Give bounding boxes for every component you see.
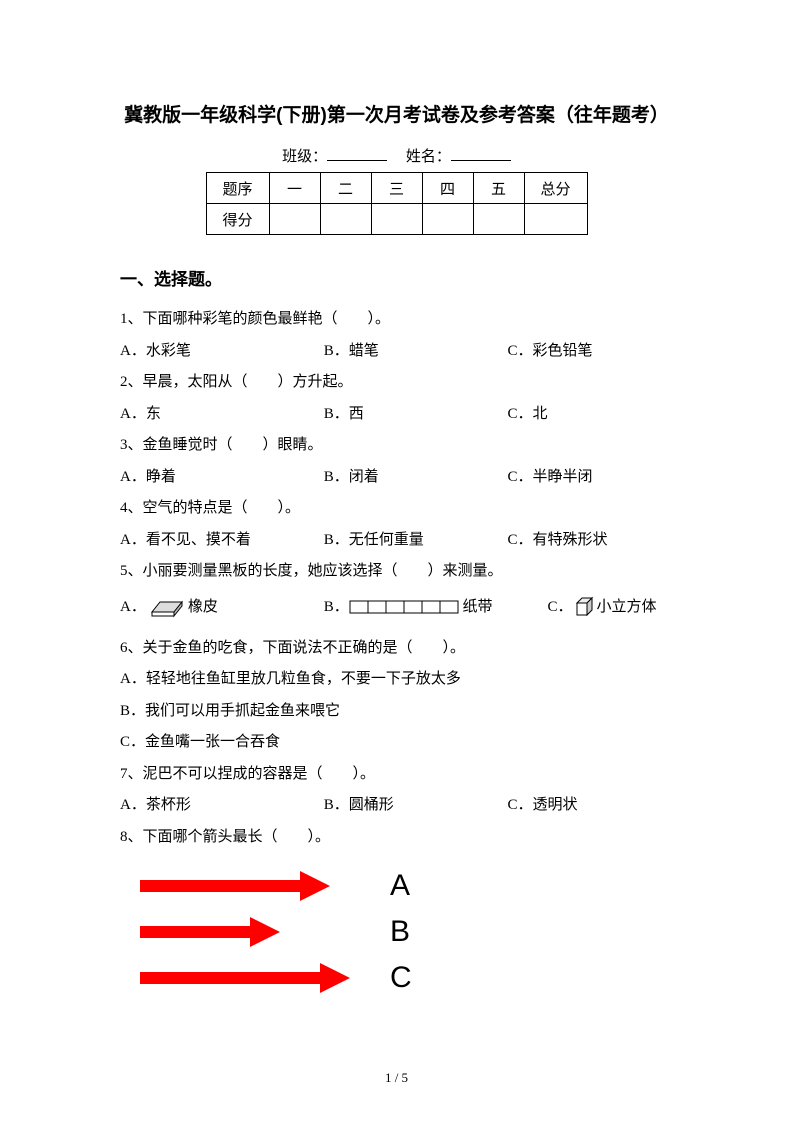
q5-a-suffix: 橡皮 bbox=[188, 599, 218, 615]
arrow-b-icon bbox=[140, 915, 360, 949]
page-number: 1 / 5 bbox=[0, 1070, 793, 1086]
q3-options: A．睁着 B．闭着 C．半睁半闭 bbox=[120, 462, 673, 494]
arrow-a-icon bbox=[140, 869, 360, 903]
q2-options: A．东 B．西 C．北 bbox=[120, 399, 673, 431]
cell-col5: 五 bbox=[473, 173, 524, 204]
q5-a-prefix: A． bbox=[120, 599, 146, 615]
q7-opt-c: C．透明状 bbox=[508, 790, 578, 822]
q4-options: A．看不见、摸不着 B．无任何重量 C．有特殊形状 bbox=[120, 525, 673, 557]
q1-options: A．水彩笔 B．蜡笔 C．彩色铅笔 bbox=[120, 336, 673, 368]
q2-text: 2、早晨，太阳从（ ）方升起。 bbox=[120, 367, 673, 399]
q7-text: 7、泥巴不可以捏成的容器是（ ）。 bbox=[120, 759, 673, 791]
q4-text: 4、空气的特点是（ ）。 bbox=[120, 493, 673, 525]
q5-opt-a: A． 橡皮 bbox=[120, 588, 320, 627]
q8-text: 8、下面哪个箭头最长（ ）。 bbox=[120, 822, 673, 854]
q3-opt-c: C．半睁半闭 bbox=[508, 462, 593, 494]
name-label: 姓名： bbox=[406, 149, 451, 165]
q3-text: 3、金鱼睡觉时（ ）眼睛。 bbox=[120, 430, 673, 462]
q1-opt-b: B．蜡笔 bbox=[324, 336, 504, 368]
arrow-row-c: C bbox=[140, 955, 673, 1001]
eraser-icon bbox=[146, 594, 188, 620]
q6-opt-a: A．轻轻地往鱼缸里放几粒鱼食，不要一下子放太多 bbox=[120, 664, 673, 696]
q6-opt-c: C．金鱼嘴一张一合吞食 bbox=[120, 727, 673, 759]
cell-col1: 一 bbox=[269, 173, 320, 204]
q4-opt-b: B．无任何重量 bbox=[324, 525, 504, 557]
table-row: 题序 一 二 三 四 五 总分 bbox=[206, 173, 587, 204]
score-table: 题序 一 二 三 四 五 总分 得分 bbox=[206, 172, 588, 235]
cell-col3: 三 bbox=[371, 173, 422, 204]
cell-seq-label: 题序 bbox=[206, 173, 269, 204]
info-line: 班级： 姓名： bbox=[120, 145, 673, 166]
q5-opt-b: B． 纸带 bbox=[324, 588, 544, 627]
cell-score-label: 得分 bbox=[206, 204, 269, 235]
cell-score5[interactable] bbox=[473, 204, 524, 235]
section-heading: 一、选择题。 bbox=[120, 265, 673, 290]
arrow-c-label: C bbox=[390, 961, 412, 995]
cell-score2[interactable] bbox=[320, 204, 371, 235]
arrow-b-label: B bbox=[390, 915, 410, 949]
q1-opt-a: A．水彩笔 bbox=[120, 336, 320, 368]
arrow-a-label: A bbox=[390, 869, 410, 903]
q5-b-suffix: 纸带 bbox=[463, 599, 493, 615]
q3-opt-a: A．睁着 bbox=[120, 462, 320, 494]
table-row: 得分 bbox=[206, 204, 587, 235]
cell-score3[interactable] bbox=[371, 204, 422, 235]
tape-icon bbox=[349, 598, 459, 616]
cube-icon bbox=[573, 595, 597, 619]
arrow-row-a: A bbox=[140, 863, 673, 909]
q7-opt-a: A．茶杯形 bbox=[120, 790, 320, 822]
q2-opt-b: B．西 bbox=[324, 399, 504, 431]
q5-opt-c: C． 小立方体 bbox=[548, 588, 657, 627]
arrow-c-icon bbox=[140, 961, 360, 995]
q1-text: 1、下面哪种彩笔的颜色最鲜艳（ ）。 bbox=[120, 304, 673, 336]
cell-col2: 二 bbox=[320, 173, 371, 204]
q6-opt-b: B．我们可以用手抓起金鱼来喂它 bbox=[120, 696, 673, 728]
q5-c-suffix: 小立方体 bbox=[597, 599, 657, 615]
q5-c-prefix: C． bbox=[548, 599, 573, 615]
arrows-block: A B C bbox=[140, 863, 673, 1001]
q6-text: 6、关于金鱼的吃食，下面说法不正确的是（ ）。 bbox=[120, 633, 673, 665]
q5-text: 5、小丽要测量黑板的长度，她应该选择（ ）来测量。 bbox=[120, 556, 673, 588]
cell-score-total[interactable] bbox=[524, 204, 587, 235]
cell-total: 总分 bbox=[524, 173, 587, 204]
class-label: 班级： bbox=[282, 149, 327, 165]
cell-score1[interactable] bbox=[269, 204, 320, 235]
q3-opt-b: B．闭着 bbox=[324, 462, 504, 494]
page-title: 冀教版一年级科学(下册)第一次月考试卷及参考答案（往年题考） bbox=[120, 100, 673, 127]
q2-opt-c: C．北 bbox=[508, 399, 548, 431]
q4-opt-a: A．看不见、摸不着 bbox=[120, 525, 320, 557]
q7-options: A．茶杯形 B．圆桶形 C．透明状 bbox=[120, 790, 673, 822]
arrow-row-b: B bbox=[140, 909, 673, 955]
name-blank[interactable] bbox=[451, 146, 511, 161]
cell-score4[interactable] bbox=[422, 204, 473, 235]
q1-opt-c: C．彩色铅笔 bbox=[508, 336, 593, 368]
q5-options: A． 橡皮 B． 纸带 C． 小立方体 bbox=[120, 588, 673, 627]
q2-opt-a: A．东 bbox=[120, 399, 320, 431]
class-blank[interactable] bbox=[327, 146, 387, 161]
q7-opt-b: B．圆桶形 bbox=[324, 790, 504, 822]
q5-b-prefix: B． bbox=[324, 599, 349, 615]
q4-opt-c: C．有特殊形状 bbox=[508, 525, 608, 557]
cell-col4: 四 bbox=[422, 173, 473, 204]
